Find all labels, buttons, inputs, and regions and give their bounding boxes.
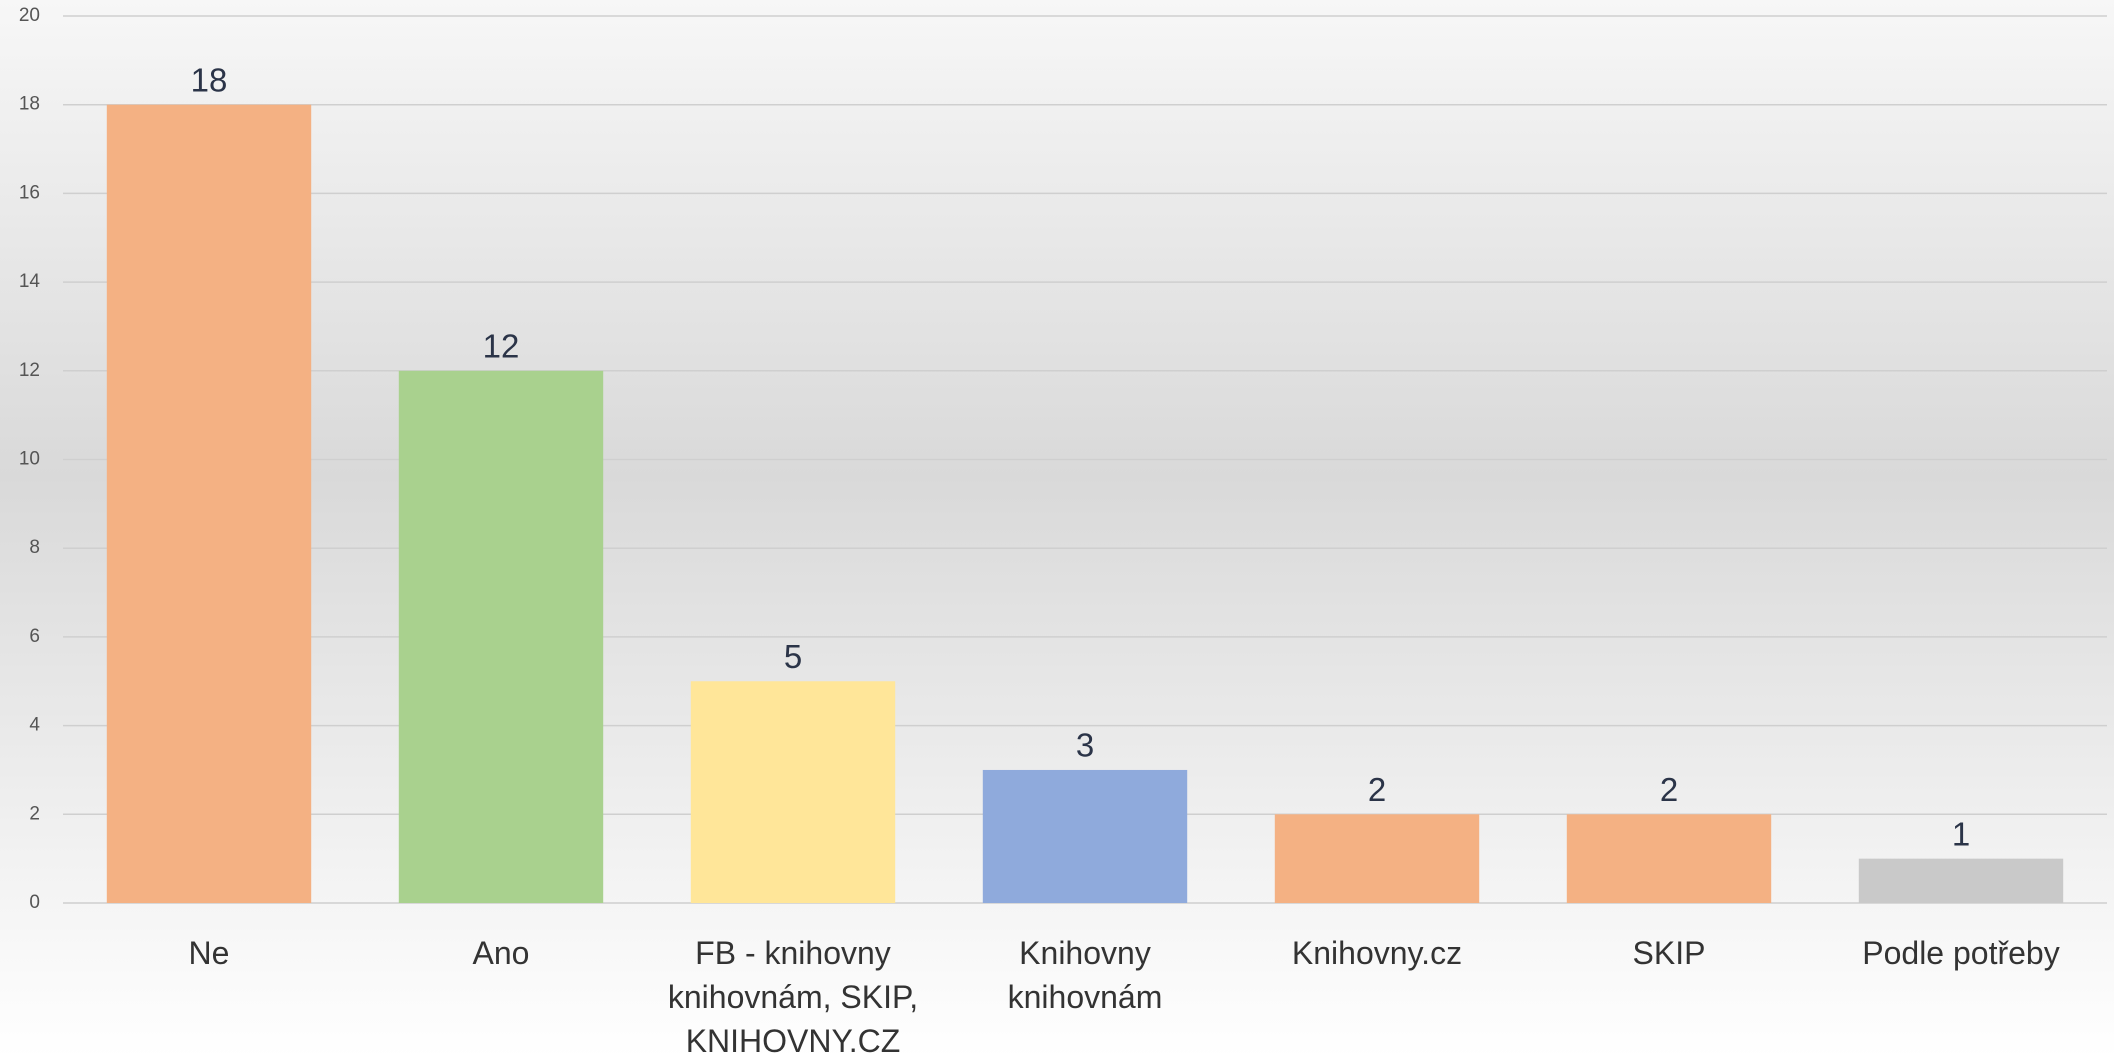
x-tick-label: Knihovny knihovnám (1007, 935, 1163, 1015)
value-label: 18 (191, 61, 228, 98)
y-tick-label: 10 (19, 449, 40, 470)
x-tick-label: Ne (188, 935, 230, 971)
y-tick-label: 18 (19, 94, 40, 115)
y-tick-label: 4 (29, 715, 40, 736)
bar (398, 370, 604, 903)
value-label: 12 (483, 328, 520, 365)
y-tick-label: 0 (29, 892, 40, 913)
x-tick-label: Podle potřeby (1862, 935, 2060, 971)
value-label: 2 (1660, 771, 1678, 808)
x-tick-label: FB - knihovny knihovnám, SKIP, KNIHOVNY.… (667, 935, 919, 1058)
value-label: 2 (1368, 771, 1386, 808)
bar (1858, 858, 2064, 903)
y-tick-label: 16 (19, 182, 40, 203)
bar (1566, 814, 1772, 903)
y-tick-label: 12 (19, 360, 40, 381)
value-label: 3 (1076, 727, 1094, 764)
bar (690, 681, 896, 903)
y-tick-label: 2 (29, 803, 40, 824)
value-label: 1 (1952, 815, 1970, 852)
x-tick-label: SKIP (1632, 935, 1706, 971)
x-tick-label: Ano (472, 935, 530, 971)
y-tick-label: 20 (19, 5, 40, 26)
bar (982, 769, 1188, 903)
y-tick-label: 14 (19, 271, 41, 292)
y-tick-label: 8 (29, 537, 40, 558)
x-tick-label: Knihovny.cz (1291, 935, 1463, 971)
y-tick-label: 6 (29, 626, 40, 647)
bar (1274, 814, 1480, 903)
value-label: 5 (784, 638, 802, 675)
bar (106, 104, 312, 903)
